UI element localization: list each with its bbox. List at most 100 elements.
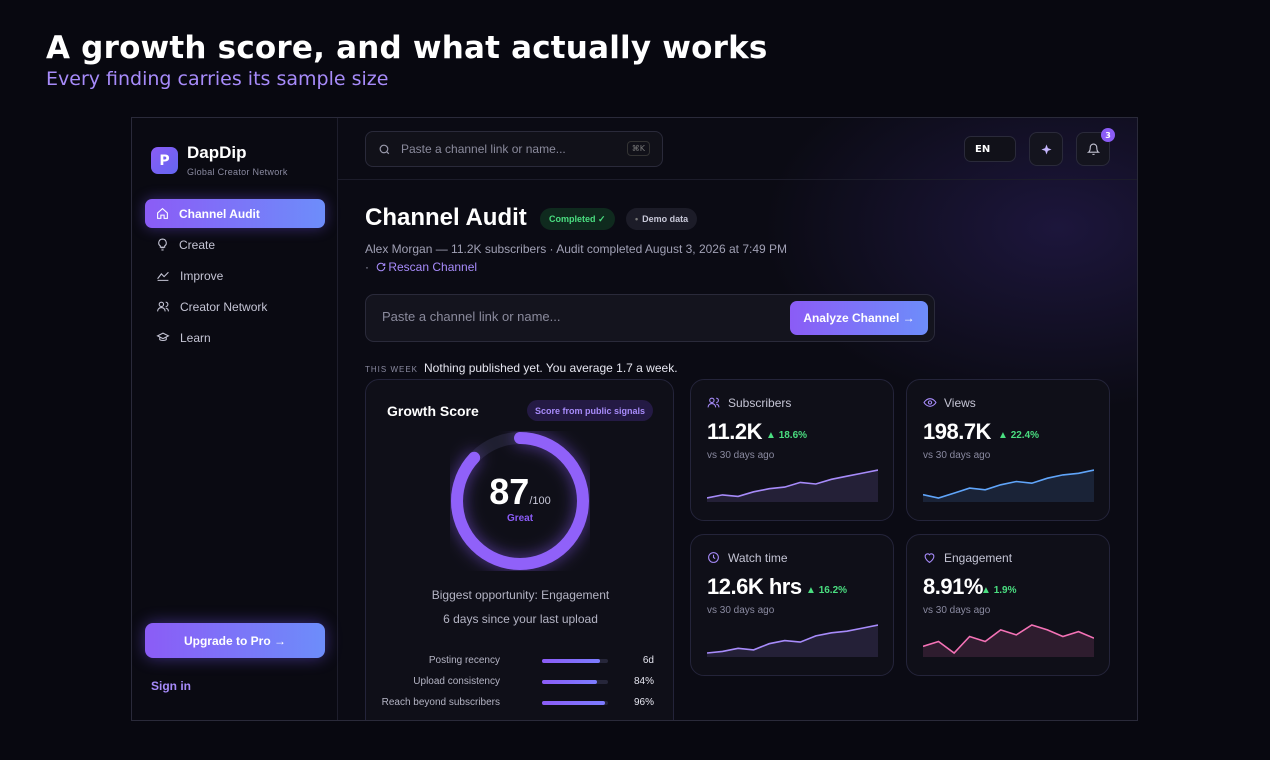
- this-week-note: THIS WEEK Nothing published yet. You aver…: [365, 361, 678, 375]
- search-bar[interactable]: ⌘K: [365, 131, 663, 167]
- status-badge: Completed ✓: [540, 208, 615, 230]
- score-metric-row: Upload consistency 84%: [366, 673, 675, 693]
- search-shortcut: ⌘K: [626, 141, 650, 156]
- sidebar-item-improve[interactable]: Improve: [145, 261, 325, 290]
- top-bar: ⌘K EN 3: [338, 118, 1137, 180]
- growth-score-card: Growth Score Score from public signals 8…: [365, 379, 675, 720]
- watch-time-sparkline: [707, 624, 878, 657]
- days-since-upload: 6 days since your last upload: [443, 612, 598, 626]
- channel-input[interactable]: [382, 309, 762, 324]
- score-number: 87: [489, 471, 530, 512]
- sidebar-item-label: Improve: [180, 268, 224, 283]
- metric-name: Reach beyond subscribers: [381, 697, 500, 708]
- score-value: 87/100: [450, 471, 590, 513]
- rescan-row: · Rescan Channel: [365, 260, 477, 274]
- stat-value: 11.2K: [707, 419, 763, 444]
- growth-score-title: Growth Score: [387, 403, 479, 419]
- metric-value: 84%: [633, 676, 654, 687]
- stat-comparison: vs 30 days ago: [923, 605, 991, 616]
- hero-title: A growth score, and what actually works: [46, 30, 768, 66]
- stat-card-watch-time: Watch time 12.6K hrs ▲ 16.2% vs 30 days …: [690, 534, 894, 676]
- sidebar-item-label: Channel Audit: [179, 206, 260, 221]
- metric-bar-track: [542, 701, 608, 705]
- bell-icon: [1086, 143, 1100, 155]
- brand-name: DapDip: [187, 143, 247, 162]
- sidebar-item-channel-audit[interactable]: Channel Audit: [145, 199, 325, 228]
- graduation-cap-icon: [156, 332, 170, 342]
- metric-value: 6d: [642, 655, 654, 666]
- notifications-button[interactable]: 3: [1076, 128, 1115, 166]
- score-out-of: /100: [529, 495, 551, 507]
- upgrade-button[interactable]: Upgrade to Pro →: [145, 623, 325, 658]
- analyze-channel-button[interactable]: Analyze Channel →: [790, 301, 928, 335]
- sidebar-nav: Channel Audit Create Improve Creator Net…: [145, 199, 325, 354]
- hero-subtitle: Every finding carries its sample size: [46, 68, 389, 90]
- metric-value: 96%: [633, 697, 654, 708]
- stat-value: 198.7K: [923, 419, 991, 444]
- stat-card-subscribers: Subscribers 11.2K ▲ 18.6% vs 30 days ago: [690, 379, 894, 521]
- sidebar-item-label: Creator Network: [180, 299, 268, 314]
- sidebar-item-creator-network[interactable]: Creator Network: [145, 292, 325, 321]
- metric-bar-track: [542, 680, 608, 684]
- sparkline-line: [923, 624, 1094, 655]
- score-metric-row: Reach beyond subscribers 96%: [366, 694, 675, 714]
- this-week-text: Nothing published yet. You average 1.7 a…: [424, 361, 678, 375]
- language-selector[interactable]: EN: [964, 136, 1016, 162]
- sparkline-line: [923, 469, 1094, 499]
- sparkle-icon: [1040, 143, 1052, 155]
- brand-logo-icon[interactable]: P: [151, 147, 178, 174]
- rescan-channel-label: Rescan Channel: [388, 260, 478, 274]
- views-sparkline: [923, 469, 1094, 502]
- score-source-pill: Score from public signals: [526, 400, 653, 421]
- users-icon: [707, 397, 720, 408]
- brand-tagline: Global Creator Network: [187, 167, 288, 177]
- engagement-sparkline: [923, 624, 1094, 657]
- stat-delta-value: 1.9%: [993, 585, 1017, 596]
- sign-in-link[interactable]: Sign in: [151, 679, 191, 693]
- stat-label: Subscribers: [728, 396, 792, 410]
- metric-bar-fill: [542, 701, 606, 705]
- score-ring: [451, 432, 589, 570]
- sparkle-button[interactable]: [1029, 132, 1063, 166]
- metric-bar-fill: [542, 680, 598, 684]
- stat-value: 12.6K hrs: [707, 574, 802, 599]
- metric-bar-fill: [542, 659, 601, 663]
- sparkline-line: [707, 469, 878, 499]
- users-icon: [157, 301, 169, 312]
- stat-card-engagement: Engagement 8.91% ▲ 1.9% vs 30 days ago: [906, 534, 1110, 676]
- rescan-channel-link[interactable]: Rescan Channel: [372, 260, 477, 274]
- score-ring-progress: [451, 432, 589, 570]
- this-week-label: THIS WEEK: [365, 365, 419, 374]
- sidebar-item-create[interactable]: Create: [145, 230, 325, 259]
- stat-delta: ▲ 18.6%: [766, 430, 808, 441]
- demo-data-badge: • Demo data: [626, 208, 698, 230]
- score-rating: Great: [506, 513, 534, 524]
- eye-icon: [923, 398, 937, 407]
- stat-label: Views: [944, 396, 976, 410]
- analyze-channel-form: Analyze Channel →: [365, 294, 935, 342]
- sidebar-item-label: Create: [179, 237, 216, 252]
- main-content: ⌘K EN 3 Channel Audit Completed ✓ •Demo …: [338, 118, 1137, 720]
- sparkline-area: [923, 625, 1094, 657]
- demo-data-label: Demo data: [642, 214, 689, 224]
- stat-delta: ▲ 16.2%: [806, 585, 848, 596]
- search-input[interactable]: [401, 142, 621, 156]
- subscribers-sparkline: [707, 469, 878, 502]
- trend-icon: [157, 271, 169, 281]
- stat-comparison: vs 30 days ago: [707, 450, 775, 461]
- lightbulb-icon: [158, 238, 167, 251]
- sparkline-area: [707, 470, 878, 502]
- stat-delta: ▲ 1.9%: [981, 585, 1017, 596]
- home-icon: [157, 207, 168, 219]
- sidebar-item-label: Learn: [180, 330, 211, 345]
- refresh-icon: [377, 262, 386, 272]
- notification-count-badge: 3: [1101, 128, 1115, 142]
- stat-comparison: vs 30 days ago: [707, 605, 775, 616]
- app-window: P DapDip Global Creator Network Channel …: [131, 117, 1138, 721]
- sidebar-item-learn[interactable]: Learn: [145, 323, 325, 352]
- stat-card-views: Views 198.7K ▲ 22.4% vs 30 days ago: [906, 379, 1110, 521]
- metric-name: Posting recency: [428, 655, 500, 666]
- audit-meta: Alex Morgan — 11.2K subscribers · Audit …: [365, 242, 788, 256]
- clock-icon: [708, 552, 719, 563]
- metric-bar-track: [542, 659, 608, 663]
